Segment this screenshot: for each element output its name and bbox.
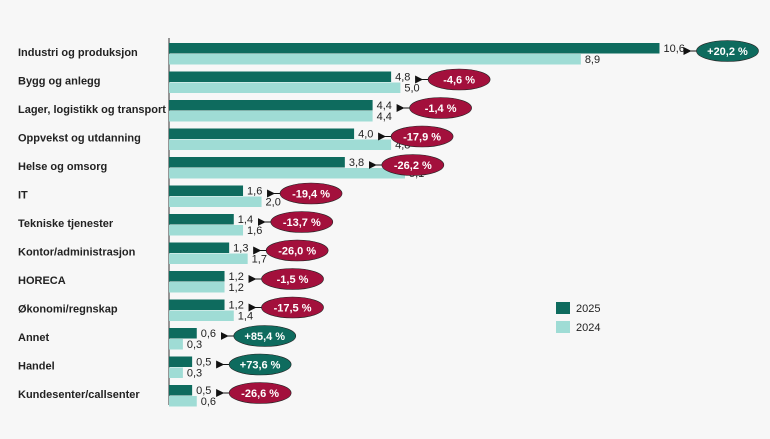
bar	[169, 225, 244, 236]
value-label: 2,0	[266, 197, 281, 209]
change-label: -17,9 %	[403, 131, 441, 143]
change-badge	[270, 211, 334, 233]
value-label: 1,4	[238, 311, 253, 323]
value-label: 0,6	[201, 396, 216, 408]
bar	[169, 196, 262, 207]
bar	[169, 214, 234, 225]
change-label: -4,6 %	[443, 74, 475, 86]
value-label: 1,2	[229, 300, 244, 312]
bar	[169, 339, 183, 350]
value-label: 5,0	[404, 83, 419, 95]
bar	[169, 253, 248, 264]
value-label: 1,3	[233, 243, 248, 255]
legend-swatch	[556, 302, 570, 314]
value-label: 3,8	[349, 157, 364, 169]
bar	[169, 128, 355, 139]
change-badge	[261, 268, 324, 290]
bar	[169, 367, 183, 378]
change-label: +85,4 %	[244, 331, 285, 343]
bar	[169, 71, 392, 82]
value-label: 4,0	[358, 129, 373, 141]
category-label: Oppvekst og utdanning	[18, 132, 141, 144]
change-label: -1,5 %	[277, 274, 309, 286]
bar	[169, 396, 197, 407]
category-label: Kundesenter/callsenter	[18, 389, 140, 401]
value-label: 10,6	[663, 43, 684, 55]
category-label: Lager, logistikk og transport	[18, 104, 166, 116]
value-label: 1,6	[247, 225, 262, 237]
value-label: 1,7	[252, 254, 267, 266]
bar	[169, 43, 660, 54]
bar	[169, 100, 373, 111]
value-label: 1,2	[229, 282, 244, 294]
category-label: Industri og produksjon	[18, 47, 138, 59]
bar	[169, 282, 225, 293]
category-label: Kontor/administrasjon	[18, 246, 136, 258]
category-label: Handel	[18, 360, 55, 372]
change-badge	[390, 125, 454, 148]
change-badge	[265, 239, 329, 262]
category-label: Annet	[18, 332, 50, 344]
value-label: 0,5	[196, 357, 211, 369]
change-label: -26,6 %	[241, 388, 279, 400]
bar	[169, 385, 193, 396]
legend-label: 2025	[576, 303, 600, 315]
value-label: 4,8	[395, 72, 410, 84]
legend-label: 2024	[576, 322, 600, 334]
category-label: HORECA	[18, 275, 66, 287]
category-label: Helse og omsorg	[18, 161, 107, 173]
bar	[169, 111, 373, 122]
change-label: -26,2 %	[394, 160, 432, 172]
bar	[169, 82, 401, 93]
bar	[169, 242, 230, 253]
value-label: 1,4	[238, 214, 253, 226]
bar	[169, 356, 193, 367]
value-label: 1,2	[229, 271, 244, 283]
bar	[169, 168, 405, 179]
category-label: Tekniske tjenester	[18, 218, 114, 230]
change-badge	[279, 182, 343, 205]
value-label: 0,6	[201, 328, 216, 340]
change-label: -13,7 %	[283, 217, 321, 229]
legend-swatch	[556, 321, 570, 333]
value-label: 4,4	[377, 111, 392, 123]
category-label: IT	[18, 189, 28, 201]
category-label: Økonomi/regnskap	[18, 303, 118, 315]
legend: 2025 2024	[556, 302, 600, 334]
change-badge	[409, 97, 472, 119]
category-label: Bygg og anlegg	[18, 75, 101, 87]
value-label: 1,6	[247, 186, 262, 198]
bar	[169, 157, 345, 168]
bar	[169, 328, 197, 339]
change-label: -19,4 %	[292, 188, 330, 200]
bar	[169, 310, 234, 321]
change-badge	[427, 68, 491, 91]
change-label: +20,2 %	[707, 46, 748, 58]
change-badge	[381, 154, 445, 176]
value-label: 4,4	[377, 100, 392, 112]
change-label: -17,5 %	[274, 302, 312, 314]
change-label: +73,6 %	[240, 359, 281, 371]
change-label: -26,0 %	[278, 245, 316, 257]
bar	[169, 299, 225, 310]
change-badge	[696, 40, 759, 62]
value-label: 0,3	[187, 339, 202, 351]
change-badge	[228, 353, 292, 376]
bar	[169, 54, 581, 65]
value-label: 0,3	[187, 368, 202, 380]
bar	[169, 185, 244, 196]
bar	[169, 271, 225, 282]
change-label: -1,4 %	[425, 103, 457, 115]
change-badge	[261, 296, 324, 319]
change-badge	[228, 382, 292, 404]
value-label: 0,5	[196, 385, 211, 397]
value-label: 8,9	[585, 54, 600, 66]
bar	[169, 139, 392, 150]
change-badge	[233, 325, 297, 347]
